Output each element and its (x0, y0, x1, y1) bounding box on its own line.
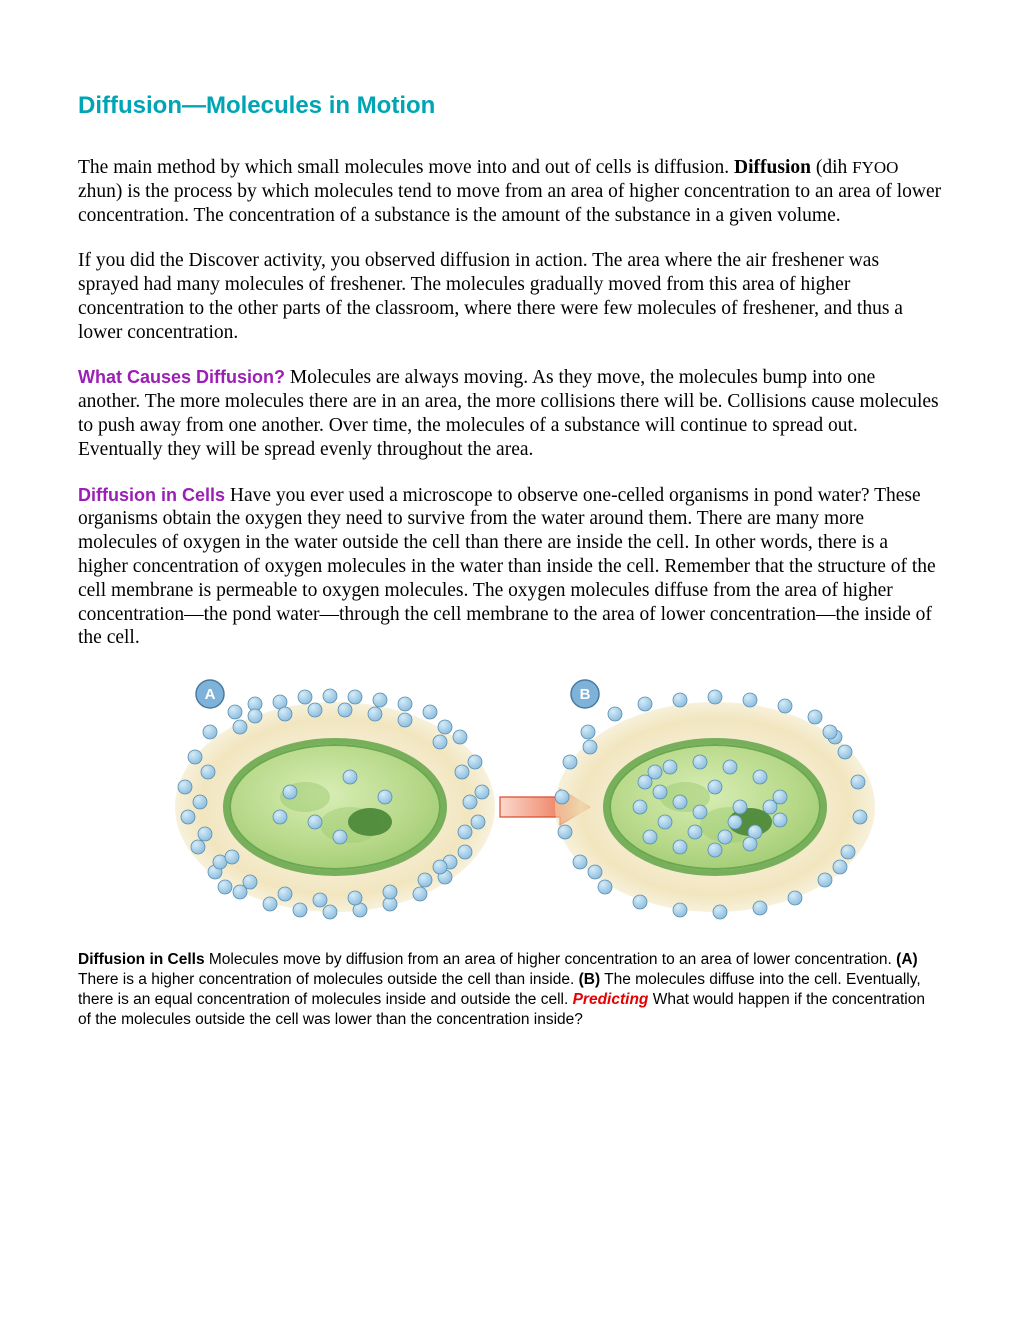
paragraph-intro: The main method by which small molecules… (78, 156, 942, 227)
caption-label-b: (B) (579, 971, 601, 988)
text: There is a higher concentration of molec… (78, 971, 579, 988)
pronunciation: FYOO (852, 158, 898, 177)
caption-label-a: (A) (896, 951, 918, 968)
caption-lead: Diffusion in Cells (78, 951, 205, 968)
paragraph-discover: If you did the Discover activity, you ob… (78, 249, 942, 344)
text: (dih (811, 157, 852, 178)
text: Molecules move by diffusion from an area… (205, 951, 897, 968)
term-diffusion: Diffusion (734, 157, 811, 178)
diagram-panel-b: B (555, 680, 875, 919)
svg-text:A: A (205, 686, 216, 703)
page-title: Diffusion—Molecules in Motion (78, 92, 942, 120)
diagram-panel-a: A (175, 680, 495, 919)
figure-caption: Diffusion in Cells Molecules move by dif… (78, 950, 942, 1029)
runin-heading-cells: Diffusion in Cells (78, 485, 225, 505)
paragraph-cells: Diffusion in Cells Have you ever used a … (78, 484, 942, 650)
paragraph-causes: What Causes Diffusion? Molecules are alw… (78, 366, 942, 461)
text: zhun) is the process by which molecules … (78, 181, 941, 226)
document-page: Diffusion—Molecules in Motion The main m… (0, 0, 1020, 1320)
text: The main method by which small molecules… (78, 157, 734, 178)
caption-predicting: Predicting (573, 991, 649, 1008)
runin-heading-causes: What Causes Diffusion? (78, 367, 285, 387)
text: Have you ever used a microscope to obser… (78, 485, 936, 649)
diffusion-diagram: A B (140, 672, 880, 922)
diagram-container: A B (78, 672, 942, 922)
svg-text:B: B (580, 686, 591, 703)
